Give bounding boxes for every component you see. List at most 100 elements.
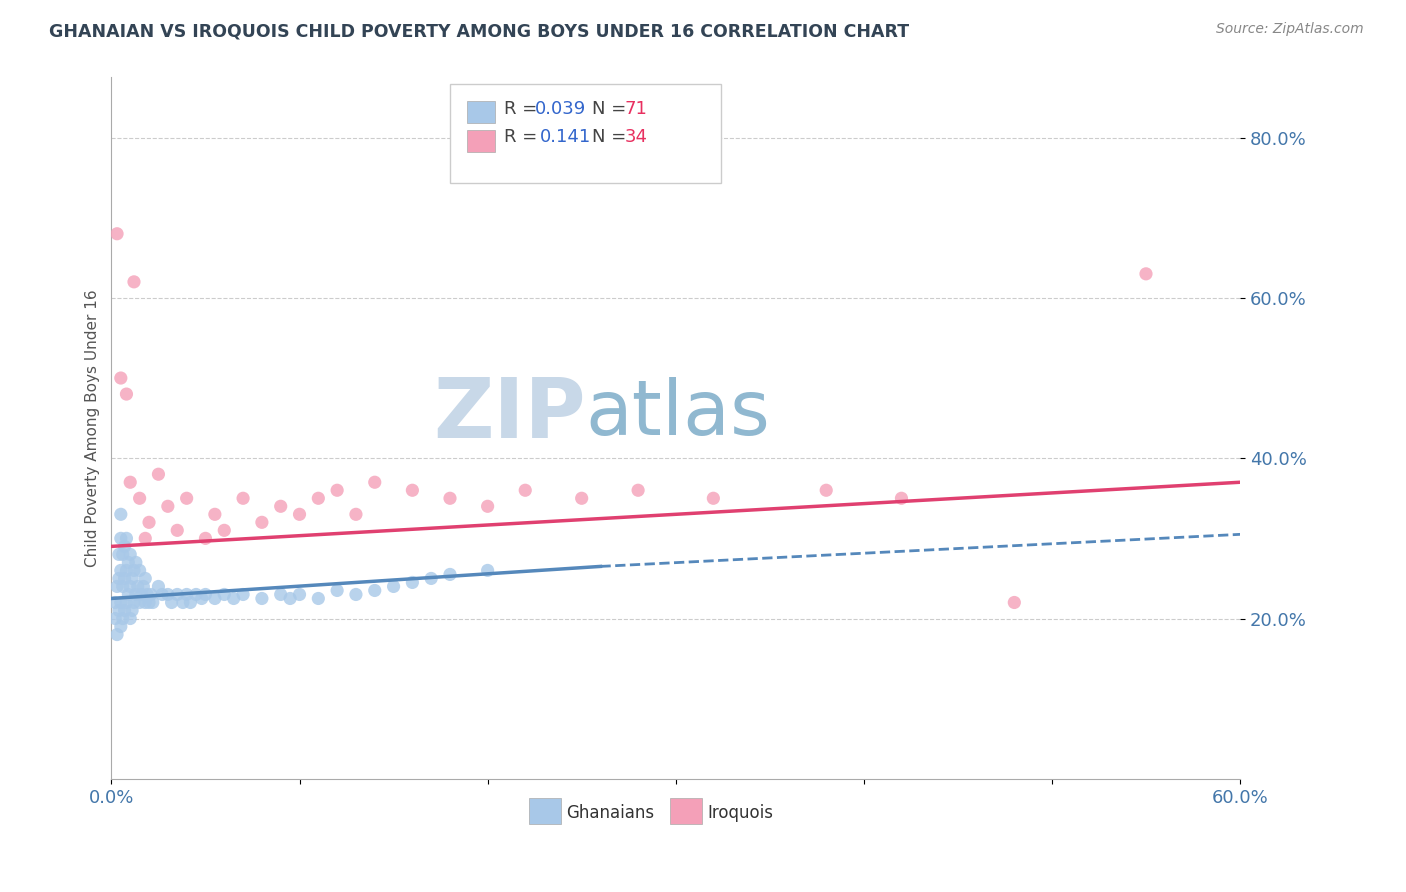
Text: N =: N = [592,128,633,146]
Point [204,508,226,522]
Point [326,483,349,498]
Text: R =: R = [505,128,548,146]
Point [172,595,194,609]
Point [128,491,150,506]
Point [176,587,198,601]
Point [111,611,134,625]
Y-axis label: Child Poverty Among Boys Under 16: Child Poverty Among Boys Under 16 [86,289,100,567]
Point [194,587,217,601]
Point [115,387,138,401]
Point [110,508,132,522]
Point [179,595,201,609]
Point [364,583,387,598]
Point [307,591,329,606]
Point [134,571,156,585]
Point [288,587,311,601]
Point [128,595,150,609]
Point [166,524,188,538]
Point [114,540,136,554]
Text: 34: 34 [624,128,648,146]
Point [214,524,236,538]
Point [148,467,170,482]
Text: 71: 71 [624,100,648,118]
Point [104,611,127,625]
Text: Source: ZipAtlas.com: Source: ZipAtlas.com [1216,22,1364,37]
Text: 0.141: 0.141 [540,128,592,146]
Point [108,603,131,617]
Text: R =: R = [505,100,543,118]
Bar [529,797,561,824]
Point [156,587,179,601]
Point [108,548,131,562]
Point [110,595,132,609]
Point [125,587,148,601]
Point [136,587,159,601]
Point [122,563,145,577]
Point [307,491,329,506]
Point [117,587,139,601]
Text: 0.039: 0.039 [534,100,586,118]
Point [477,500,499,514]
Point [115,563,138,577]
Point [142,595,165,609]
Point [134,595,156,609]
Point [111,548,134,562]
Point [270,587,292,601]
Bar [671,797,702,824]
Point [110,619,132,633]
Point [204,591,226,606]
Point [176,491,198,506]
Point [401,575,423,590]
Point [222,591,245,606]
Point [627,483,650,498]
Point [115,595,138,609]
Point [121,571,143,585]
Text: ZIP: ZIP [433,374,585,455]
Point [250,516,273,530]
Point [110,371,132,385]
Point [702,491,724,506]
Text: N =: N = [592,100,633,118]
Point [115,532,138,546]
Point [477,563,499,577]
Point [121,603,143,617]
FancyBboxPatch shape [450,85,721,183]
Bar [467,130,495,153]
Point [104,595,127,609]
Point [138,595,160,609]
Point [439,491,461,506]
Point [190,591,212,606]
Bar [467,101,495,123]
Point [110,563,132,577]
Point [105,579,128,593]
Point [148,579,170,593]
Point [250,591,273,606]
Point [1135,267,1157,281]
Text: atlas: atlas [585,377,770,451]
Point [160,595,183,609]
Point [120,548,142,562]
Point [515,483,537,498]
Point [125,555,148,569]
Point [184,587,207,601]
Point [166,587,188,601]
Point [128,563,150,577]
Point [122,595,145,609]
Point [278,591,301,606]
Point [132,579,155,593]
Point [420,571,443,585]
Point [344,587,367,601]
Point [134,532,156,546]
Point [114,603,136,617]
Point [214,587,236,601]
Point [111,579,134,593]
Point [1002,595,1025,609]
Point [382,579,405,593]
Point [288,508,311,522]
Point [114,571,136,585]
Point [364,475,387,490]
Point [120,579,142,593]
Text: Ghanaians: Ghanaians [567,804,654,822]
Point [344,508,367,522]
Point [110,532,132,546]
